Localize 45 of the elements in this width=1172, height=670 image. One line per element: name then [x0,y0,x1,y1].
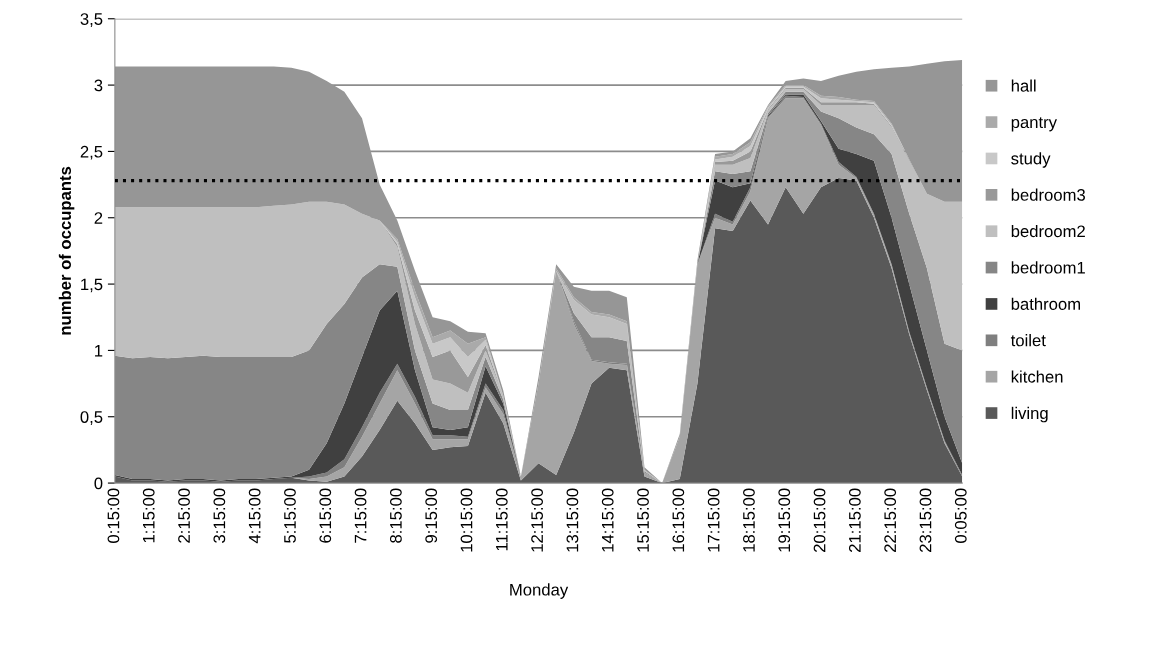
x-tick-label: 19:15:00 [778,488,791,552]
legend-label: study [1011,152,1051,168]
legend-label: toilet [1010,334,1046,347]
x-tick-label: 4:15:00 [248,488,261,544]
x-tick-label: 18:15:00 [743,488,755,552]
x-tick-label: 0:15:00 [107,488,120,543]
x-tick-label: 12:15:00 [531,488,544,552]
y-tick-label: 0 [94,477,103,490]
x-tick-label: 1:15:00 [142,488,155,543]
legend-label: bedroom1 [1011,261,1085,274]
x-tick-label: 7:15:00 [354,488,367,543]
x-tick-label: 21:15:00 [848,488,861,552]
legend-label: bathroom [1011,297,1080,310]
x-tick-label: 14:15:00 [601,488,614,552]
y-axis-title: number of occupants [58,166,75,335]
y-tick-label: 2,5 [80,145,103,160]
legend-label: living [1011,406,1048,423]
y-tick-label: 1,5 [81,278,103,293]
x-tick-label: 17:15:00 [707,488,720,552]
x-tick-label: 23:15:00 [919,488,932,552]
legend-label: bedroom3 [1011,188,1085,201]
x-tick-label: 5:15:00 [284,488,296,543]
legend-label: bedroom2 [1011,224,1085,238]
y-tick-label: 2 [94,212,103,224]
x-tick-label: 10:15:00 [460,488,473,552]
x-tick-label: 9:15:00 [425,488,438,543]
x-tick-label: 2:15:00 [178,488,190,543]
x-tick-label: 20:15:00 [813,488,826,552]
x-tick-label: 11:15:00 [495,488,508,551]
x-tick-label: 8:15:00 [389,488,402,543]
legend-label: kitchen [1011,370,1063,383]
x-tick-label: 16:15:00 [672,488,685,552]
legend-label: pantry [1011,117,1057,132]
x-tick-label: 6:15:00 [319,488,332,543]
x-tick-label: 22:15:00 [884,488,897,552]
legend-label: hall [1011,79,1036,92]
y-tick-label: 3 [94,79,103,92]
x-tick-label: 0:05:00 [954,488,967,543]
x-tick-label: 13:15:00 [566,488,579,552]
x-tick-label: 3:15:00 [213,488,226,543]
y-tick-label: 3,5 [80,13,103,27]
x-tick-label: 15:15:00 [637,488,649,552]
y-tick-label: 0,5 [80,411,103,425]
x-axis-title: Monday [510,583,569,599]
y-tick-label: 1 [95,344,103,357]
